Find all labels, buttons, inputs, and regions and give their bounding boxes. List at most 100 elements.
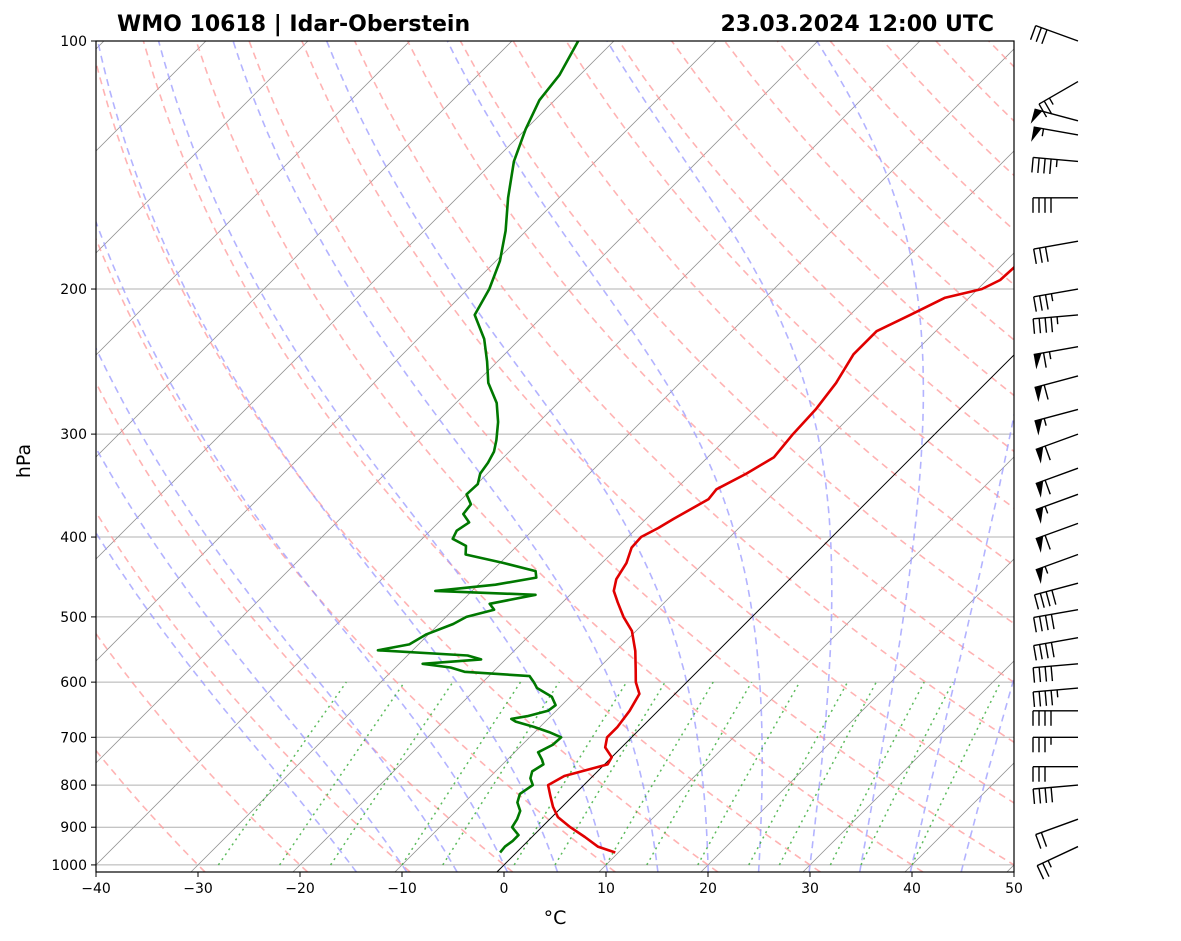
x-tick-label: 40 — [903, 881, 921, 897]
dry-adiabat-line — [459, 41, 1014, 625]
y-tick-label: 900 — [60, 820, 87, 836]
wind-barb — [1032, 736, 1078, 753]
mixing-ratio-line — [778, 681, 877, 866]
isotherm-line — [190, 48, 1014, 872]
wind-barb-staff — [1033, 637, 1079, 647]
wind-barb-full — [1050, 642, 1055, 658]
dry-adiabat-line — [618, 41, 1014, 453]
y-axis-label: hPa — [13, 444, 35, 478]
wind-barb-full — [1035, 27, 1043, 42]
wind-barb-full — [1044, 294, 1049, 310]
wind-barb-full — [1049, 158, 1052, 175]
y-tick-label: 800 — [60, 778, 87, 794]
wind-barb-half — [1041, 128, 1045, 137]
mixing-ratio-line — [605, 681, 714, 866]
wind-barb-full — [1038, 616, 1043, 632]
wind-barb-full — [1029, 25, 1037, 40]
x-tick-label: 10 — [597, 881, 615, 897]
isotherm-line — [904, 762, 1014, 872]
wind-barb — [1038, 80, 1079, 118]
wind-barb-staff — [1034, 375, 1079, 389]
moist-adiabat-line — [816, 41, 925, 872]
wind-barb — [1034, 408, 1079, 436]
wind-barb-full — [1038, 788, 1042, 804]
moist-adiabat-line — [96, 531, 358, 872]
wind-barb-full — [1041, 29, 1048, 45]
isotherm-line — [96, 41, 615, 560]
wind-barb — [1032, 608, 1079, 633]
isotherm-line — [96, 41, 921, 866]
wind-barb-full — [1045, 591, 1051, 607]
wind-barb-full — [1032, 248, 1037, 264]
wind-barb-full — [1042, 352, 1047, 368]
wind-barb — [1035, 818, 1079, 849]
mixing-ratio-line — [697, 681, 801, 866]
wind-barb-full — [1051, 589, 1057, 605]
mixing-ratio-line — [401, 681, 522, 866]
wind-barb-staff — [1033, 608, 1079, 619]
isotherm-line — [700, 558, 1014, 872]
dry-adiabat-line — [96, 236, 616, 872]
x-tick-label: 50 — [1005, 881, 1023, 897]
y-tick-label: 100 — [60, 34, 87, 50]
moist-adiabat-line — [96, 41, 559, 872]
wind-barb-full — [1050, 690, 1054, 706]
wind-barb-full — [1038, 691, 1042, 707]
x-tick-label: 0 — [500, 881, 509, 897]
wind-barb-staff — [1035, 24, 1079, 42]
wind-barb-full — [1044, 690, 1048, 706]
mixing-ratio-line — [329, 681, 454, 866]
mixing-ratio-line — [860, 681, 954, 866]
y-tick-label: 600 — [60, 675, 87, 691]
wind-barb-full — [1033, 594, 1040, 610]
zero-isotherm-line — [496, 354, 1014, 872]
isotherm-line — [394, 252, 1014, 872]
wind-barb-staff — [1033, 156, 1079, 163]
dry-adiabat-line — [776, 41, 1014, 286]
wind-barb-full — [1036, 865, 1045, 880]
wind-barb-full — [1032, 617, 1037, 633]
title-station: WMO 10618 | Idar-Oberstein — [117, 12, 470, 37]
wind-barb-full — [1050, 787, 1054, 803]
mixing-ratio-line — [217, 681, 347, 866]
wind-barb — [1030, 108, 1079, 124]
y-tick-label: 700 — [60, 730, 87, 746]
y-tick-label: 300 — [60, 427, 87, 443]
wind-barb-flag — [1035, 567, 1044, 584]
mixing-ratio-line — [278, 681, 406, 866]
wind-barb-staff — [1034, 108, 1079, 122]
moist-adiabat-line — [96, 346, 458, 872]
wind-barb — [1035, 467, 1079, 498]
dry-adiabat-line — [565, 41, 1014, 510]
wind-barb-flag — [1030, 109, 1043, 124]
dry-adiabat-line — [96, 381, 514, 872]
dry-adiabat-line — [96, 510, 411, 872]
wind-barb — [1035, 553, 1079, 584]
plot-frame — [95, 40, 1015, 873]
mixing-ratio-line — [554, 681, 666, 866]
moist-adiabat-line — [157, 41, 609, 872]
wind-barb-full — [1038, 644, 1043, 660]
wind-barb-full — [1038, 318, 1042, 334]
wind-barb — [1029, 24, 1079, 45]
moist-adiabat-line — [96, 446, 408, 872]
isotherm-line — [0, 41, 2, 872]
wind-barb — [1032, 637, 1079, 661]
dry-adiabat-line — [96, 59, 719, 872]
background-grid — [0, 41, 1014, 872]
dry-adiabat-line — [988, 41, 1014, 68]
dry-adiabat-line — [195, 41, 924, 872]
wind-barb-full — [1032, 296, 1037, 312]
wind-barb-half — [1044, 506, 1049, 514]
wind-barb-full — [1044, 535, 1051, 550]
x-tick-label: −30 — [183, 881, 213, 897]
wind-barb-staff — [1035, 522, 1079, 540]
wind-barb — [1031, 126, 1079, 142]
wind-barb — [1032, 687, 1079, 707]
isotherm-line — [292, 150, 1014, 872]
wind-barb — [1032, 710, 1078, 726]
wind-barb-flag — [1031, 127, 1042, 142]
x-tick-label: −40 — [81, 881, 111, 897]
wind-barb-half — [1043, 418, 1047, 426]
wind-barb-full — [1039, 593, 1045, 608]
